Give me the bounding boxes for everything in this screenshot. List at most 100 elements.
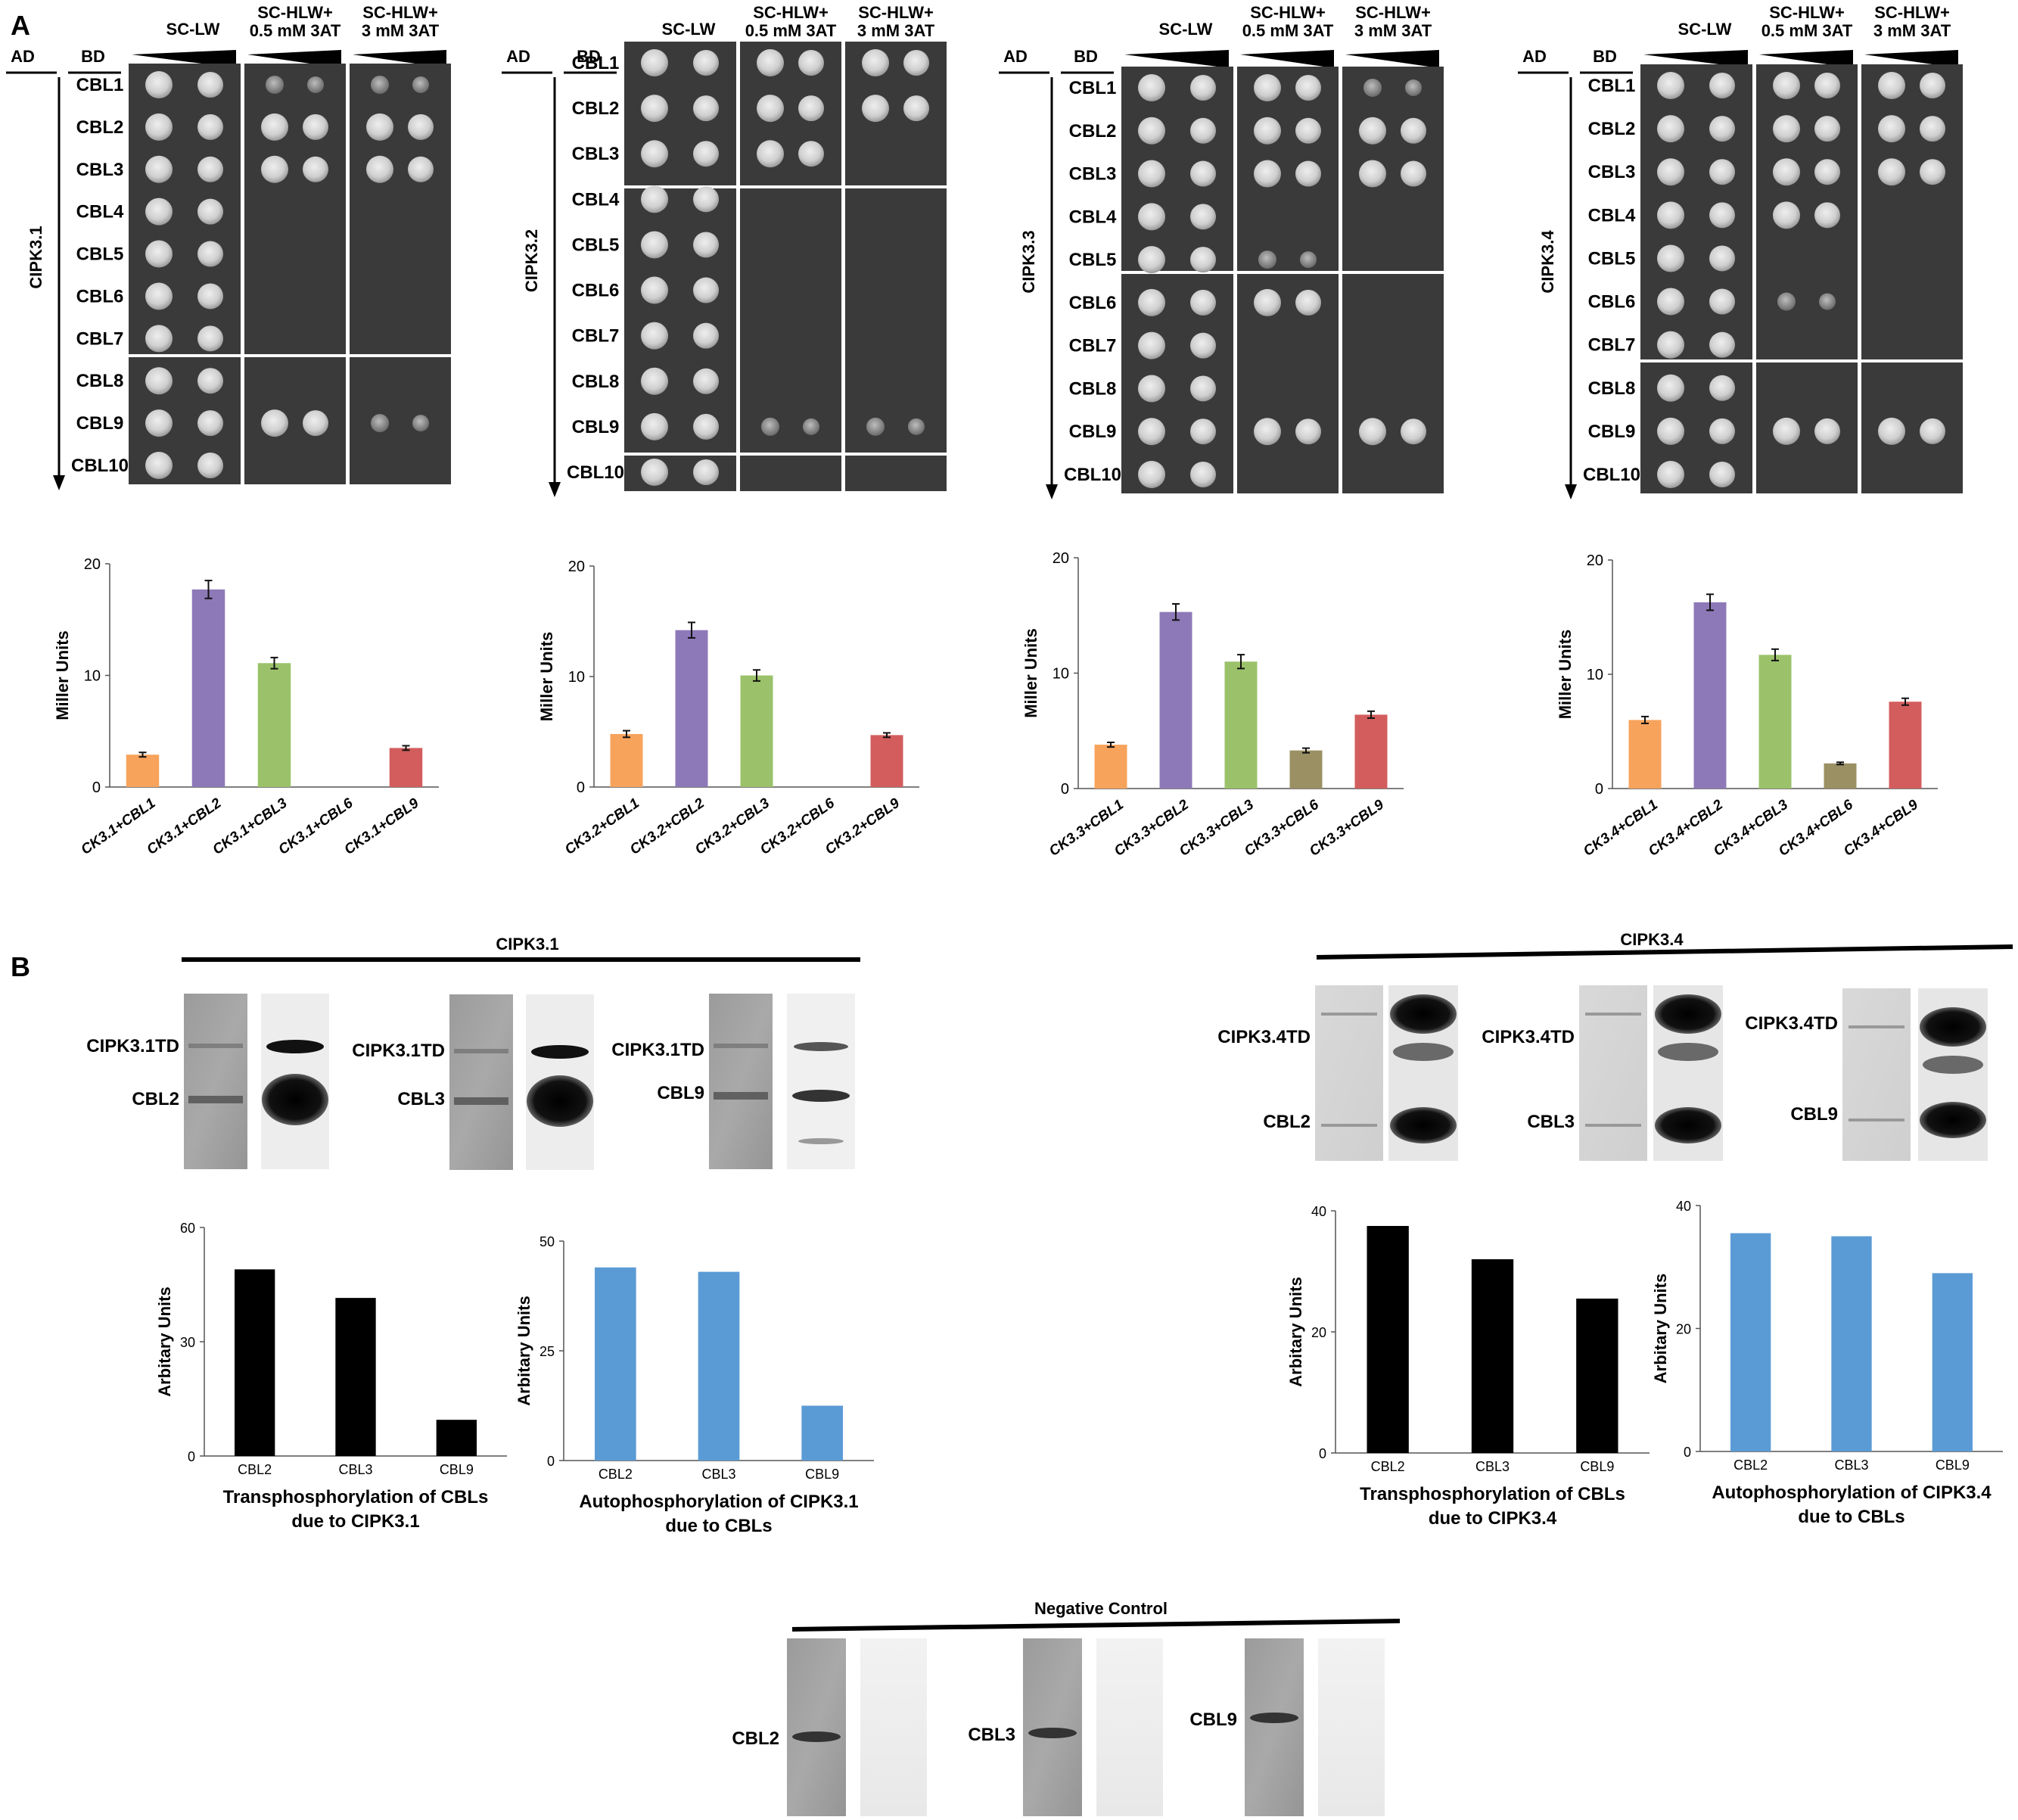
negative-control-bar <box>791 1619 1401 1632</box>
condition-hlw-3-line1: SC-HLW+ <box>858 3 934 22</box>
y-tick-label: 60 <box>180 1221 195 1236</box>
agar-plate <box>624 42 736 491</box>
y-tick-label: 0 <box>547 1454 555 1469</box>
bd-row-label: CBL4 <box>1588 205 1636 226</box>
yeast-colony <box>412 76 429 93</box>
error-bar <box>1771 648 1779 661</box>
bd-row-label: CBL2 <box>76 117 124 138</box>
yeast-colony <box>1814 116 1840 142</box>
error-bar <box>623 730 630 739</box>
chart-caption-line2: due to CIPK3.4 <box>1429 1508 1557 1529</box>
yeast-colony <box>1138 160 1165 188</box>
category-label: CK3.1+CBL9 <box>341 795 421 858</box>
dilution-triangle <box>1759 50 1853 68</box>
yeast-colony <box>1138 246 1165 274</box>
blot-cipk34-1: CIPK3.4TD CBL2 <box>1217 985 1458 1161</box>
condition-sc-lw: SC-LW <box>662 20 716 39</box>
error-bar <box>1302 747 1310 754</box>
yeast-colony <box>798 50 824 76</box>
condition-hlw-3-line2: 3 mM 3AT <box>362 21 440 40</box>
blot-bottom-label: CBL3 <box>1527 1112 1575 1132</box>
phosphorylation-charts: 0 30 60 Arbitary Units CBL2 CBL3 CBL9 Transphos… <box>155 1199 2003 1536</box>
yeast-colony <box>1657 288 1684 316</box>
bar-CBL2 <box>1730 1233 1771 1451</box>
condition-hlw-3-line1: SC-HLW+ <box>1874 3 1950 22</box>
yeast-colony <box>1401 160 1426 187</box>
yeast-colony <box>641 231 668 259</box>
yeast-colony <box>366 113 393 141</box>
bd-row-label: CBL7 <box>1069 336 1117 356</box>
error-bar <box>204 580 213 599</box>
yeast-colony <box>145 198 173 226</box>
yeast-colony <box>1709 159 1735 185</box>
bar-CK3.3+CBL3 <box>1224 661 1258 789</box>
agar-plate <box>1756 64 1858 493</box>
yeast-colony <box>1920 116 1945 142</box>
yeast-colony <box>371 76 389 94</box>
y-tick-label: 20 <box>568 558 585 575</box>
condition-hlw-05-line2: 0.5 mM 3AT <box>745 21 837 40</box>
error-bar <box>688 621 695 639</box>
chart-caption-line2: due to CIPK3.1 <box>291 1511 419 1532</box>
yeast-colony <box>1405 79 1422 96</box>
yeast-colony <box>761 417 779 436</box>
blot-cipk34-3: CIPK3.4TD CBL9 <box>1745 988 1988 1161</box>
bd-header: BD <box>81 47 105 66</box>
bd-row-label: CBL10 <box>1064 465 1121 485</box>
condition-hlw-05-line1: SC-HLW+ <box>1250 3 1326 22</box>
yeast-colony <box>1773 158 1800 186</box>
category-label: CBL2 <box>1371 1459 1405 1474</box>
agar-plate <box>244 64 346 484</box>
category-label: CBL3 <box>1834 1458 1868 1473</box>
bd-row-label: CBL4 <box>1069 207 1117 227</box>
bar-CBL3 <box>698 1271 740 1461</box>
yeast-colony <box>693 141 719 167</box>
yeast-colony <box>866 417 885 436</box>
y-tick-label: 10 <box>84 668 101 685</box>
yeast-colony <box>757 95 784 123</box>
yeast-colony <box>1254 418 1281 446</box>
bd-row-label: CBL5 <box>1588 248 1636 269</box>
chart-caption-line1: Transphosphorylation of CBLs <box>223 1487 489 1507</box>
yeast-colony <box>1814 159 1840 185</box>
bar-CK3.4+CBL9 <box>1889 702 1922 789</box>
negative-control-gels: CBL2 CBL3 CBL9 <box>732 1638 1385 1816</box>
blot-cipk31-1: CIPK3.1TD CBL2 <box>86 994 329 1169</box>
chart-caption-line1: Autophosphorylation of CIPK3.1 <box>579 1492 858 1512</box>
yeast-colony <box>1359 117 1386 145</box>
bar-CBL3 <box>335 1298 376 1456</box>
yeast-colony <box>1359 418 1386 446</box>
chart-caption-line1: Transphosphorylation of CBLs <box>1360 1484 1625 1504</box>
yeast-colony <box>641 49 668 76</box>
bd-row-label: CBL10 <box>71 456 129 476</box>
yeast-colony <box>303 156 328 182</box>
condition-sc-lw: SC-LW <box>166 20 220 39</box>
yeast-colony <box>641 322 668 350</box>
y-axis-label: Miller Units <box>1556 630 1575 720</box>
yeast-colony <box>197 114 223 140</box>
category-label: CBL2 <box>599 1467 633 1482</box>
yeast-colony <box>371 414 389 433</box>
yeast-colony <box>757 49 784 76</box>
yeast-colony <box>1920 159 1945 185</box>
yeast-colony <box>197 72 223 98</box>
y-tick-label: 0 <box>577 779 585 796</box>
blot-top-label: CIPK3.1TD <box>352 1041 445 1061</box>
condition-hlw-05-line2: 0.5 mM 3AT <box>1761 21 1853 40</box>
yeast-colony <box>1709 418 1735 444</box>
yeast-colony <box>1254 288 1281 316</box>
category-label: CBL3 <box>701 1467 735 1482</box>
yeast-colony <box>641 459 668 486</box>
bd-row-label: CBL8 <box>1069 378 1117 399</box>
bar-CK3.3+CBL2 <box>1159 611 1192 789</box>
yeast-colony <box>1814 202 1840 229</box>
bd-row-label: CBL9 <box>1588 422 1636 442</box>
bar-chart-5: 0 30 60 Arbitary Units CBL2 CBL3 CBL9 Transphos… <box>155 1221 507 1532</box>
bar-CBL3 <box>1831 1236 1872 1451</box>
condition-hlw-3-line2: 3 mM 3AT <box>1354 21 1432 40</box>
yeast-colony <box>1814 73 1840 98</box>
